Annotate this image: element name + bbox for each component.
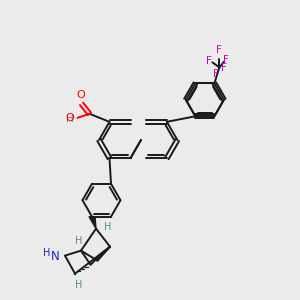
Text: O: O [66, 113, 74, 123]
Text: H: H [43, 248, 51, 258]
Text: F: F [221, 63, 227, 74]
Text: F: F [206, 56, 212, 66]
Text: O: O [76, 90, 85, 100]
Text: F: F [224, 56, 229, 65]
Text: N: N [51, 250, 59, 263]
Polygon shape [89, 217, 96, 229]
Text: H: H [66, 114, 74, 124]
Text: H: H [75, 236, 83, 246]
Text: F: F [213, 69, 219, 80]
Text: H: H [75, 280, 83, 290]
Text: F: F [216, 45, 222, 56]
Text: H: H [104, 222, 111, 232]
